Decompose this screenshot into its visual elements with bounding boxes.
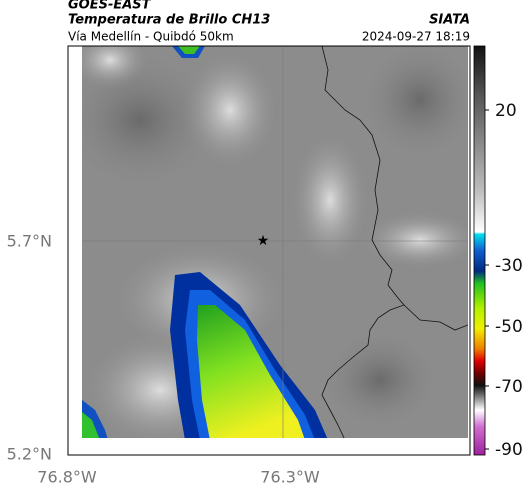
colorbar-tick-label: -90 [495,440,523,460]
title: Temperatura de Brillo CH13 [68,13,270,28]
lon-label: 76.8°W [37,468,97,487]
colorbar-tick-label: -70 [495,377,523,397]
colorbar [473,45,486,456]
city-marker: ★ [257,233,270,249]
colorbar-tick-label: 20 [495,101,517,121]
datetime: 2024-09-27 18:19 [362,30,470,44]
lat-label: 5.2°N [7,445,52,464]
source: GOES-EAST [68,0,152,13]
colorbar-ticks: 20 -30 -50 -70 -90 [485,101,523,460]
no-data-strip [68,438,470,455]
agency: SIATA [429,13,470,28]
colorbar-tick-label: -30 [495,256,523,276]
header: GOES-EAST Temperatura de Brillo CH13 SIA… [68,0,470,28]
lat-label: 5.7°N [7,232,52,251]
satellite-image [82,46,468,438]
axis-labels: 5.7°N 5.2°N 76.8°W 76.3°W [7,232,320,487]
lon-label: 76.3°W [260,468,320,487]
colorbar-tick-label: -50 [495,317,523,337]
map-border [67,45,471,456]
subtitle: Vía Medellín - Quibdó 50km [68,30,234,44]
